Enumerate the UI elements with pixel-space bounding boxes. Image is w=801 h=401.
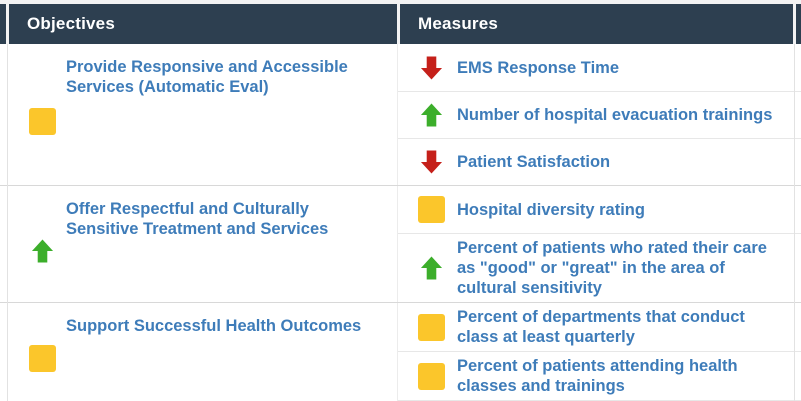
measure-link[interactable]: Percent of patients who rated their care… [457, 239, 767, 297]
objective-cell: Offer Respectful and Culturally Sensitiv… [0, 186, 398, 302]
trend-up-arrow-icon [28, 238, 56, 264]
measure-link[interactable]: EMS Response Time [457, 58, 619, 77]
objective-cell: Support Successful Health Outcomes [0, 303, 398, 401]
measure-row: Percent of patients attending health cla… [398, 351, 801, 401]
measure-link[interactable]: Hospital diversity rating [457, 200, 645, 219]
table-header-row: Objectives Measures [0, 4, 801, 44]
top-strip [0, 0, 801, 4]
header-gap [397, 4, 400, 44]
measure-row: Number of hospital evacuation trainings [398, 91, 801, 138]
right-column-sliver-header [796, 4, 801, 44]
objective-group-row: Provide Responsive and Accessible Servic… [0, 44, 801, 185]
objectives-header-label: Objectives [27, 14, 115, 33]
trend-down-arrow-icon [417, 149, 445, 175]
measure-link[interactable]: Patient Satisfaction [457, 153, 611, 171]
objective-group-row: Offer Respectful and Culturally Sensitiv… [0, 185, 801, 302]
measure-row: EMS Response Time [398, 44, 801, 91]
measures-column-header: Measures [400, 4, 793, 44]
measure-row: Hospital diversity rating [398, 186, 801, 233]
left-column-sliver-header [0, 4, 6, 44]
objective-link[interactable]: Support Successful Health Outcomes [66, 317, 362, 335]
measure-row: Patient Satisfaction [398, 138, 801, 185]
trend-up-arrow-icon [417, 255, 445, 281]
measures-header-label: Measures [418, 14, 499, 33]
trend-up-arrow-icon [417, 102, 445, 128]
measure-link[interactable]: Percent of departments that conduct clas… [457, 308, 745, 346]
objective-group-row: Support Successful Health Outcomes Percen… [0, 302, 801, 401]
objectives-column-header: Objectives [9, 4, 397, 44]
status-yellow-square-icon [417, 313, 445, 341]
measure-link[interactable]: Number of hospital evacuation trainings [457, 106, 773, 124]
measures-cell: Percent of departments that conduct clas… [398, 303, 801, 401]
scorecard-body: Provide Responsive and Accessible Servic… [0, 44, 801, 401]
status-yellow-square-icon [28, 345, 56, 372]
objective-link[interactable]: Offer Respectful and Culturally Sensitiv… [66, 200, 329, 238]
header-gap [793, 4, 796, 44]
measure-row: Percent of departments that conduct clas… [398, 303, 801, 351]
objective-link[interactable]: Provide Responsive and Accessible Servic… [66, 58, 348, 96]
measures-cell: Hospital diversity rating Percent of pati… [398, 186, 801, 302]
status-yellow-square-icon [417, 196, 445, 223]
measure-row: Percent of patients who rated their care… [398, 233, 801, 302]
status-yellow-square-icon [28, 107, 56, 135]
trend-down-arrow-icon [417, 55, 445, 81]
measures-cell: EMS Response Time Number of hospital evac… [398, 44, 801, 185]
objective-cell: Provide Responsive and Accessible Servic… [0, 44, 398, 185]
status-yellow-square-icon [417, 362, 445, 390]
measure-link[interactable]: Percent of patients attending health cla… [457, 357, 738, 395]
header-gap [6, 4, 9, 44]
